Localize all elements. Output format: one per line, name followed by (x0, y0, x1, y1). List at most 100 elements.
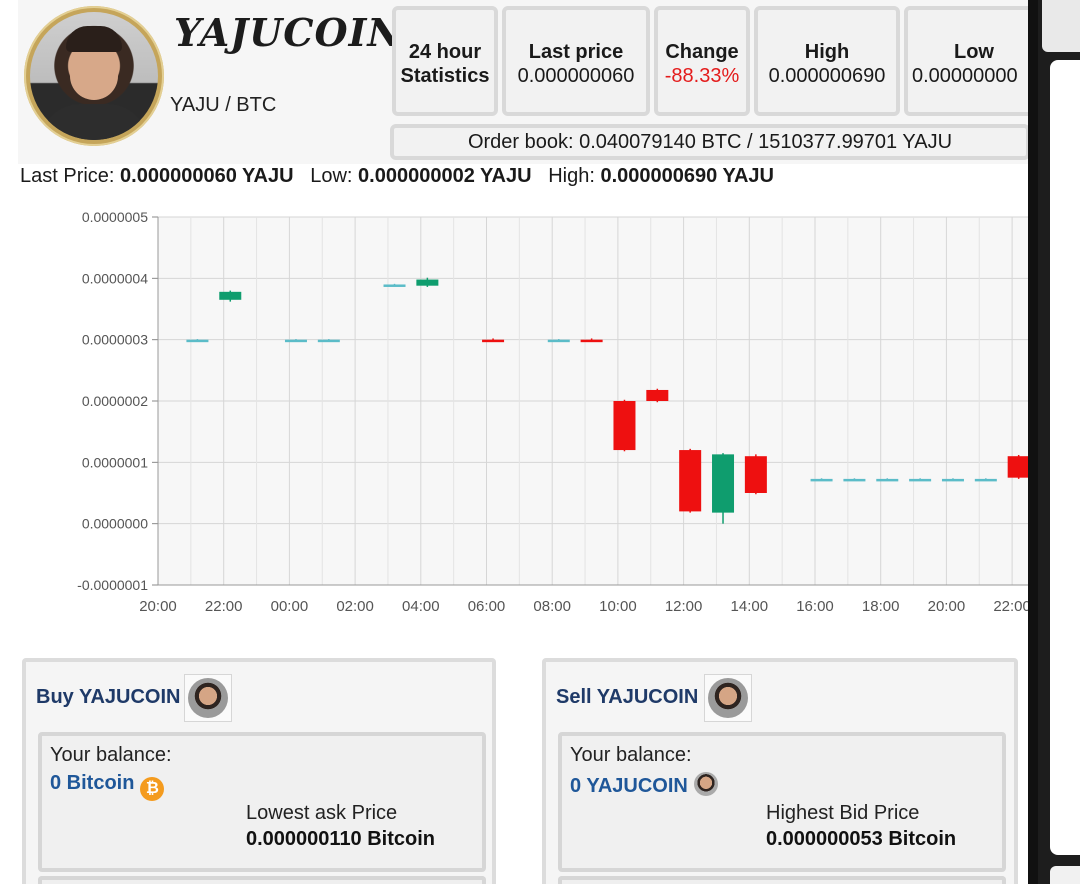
buy-coin-avatar (184, 674, 232, 722)
x-tick-label: 14:00 (731, 598, 769, 615)
bottom-tab-handle[interactable] (1050, 866, 1080, 884)
x-tick-label: 18:00 (862, 598, 900, 615)
lowest-ask-label: Lowest ask Price (246, 802, 398, 824)
candle-body (744, 456, 767, 493)
stat-change: Change -88.33% (654, 6, 750, 116)
x-tick-label: 22:00 (993, 598, 1028, 615)
sell-info-box: Your balance: 0 YAJUCOIN Highest Bid Pri… (558, 732, 1006, 872)
y-tick-label: 0.0000002 (82, 393, 148, 409)
x-tick-label: 04:00 (402, 598, 440, 615)
x-tick-label: 16:00 (796, 598, 834, 615)
sell-balance-value: 0 YAJUCOIN (570, 775, 688, 797)
side-pane (1050, 60, 1080, 855)
x-tick-label: 10:00 (599, 598, 637, 615)
lowest-ask-value: 0.000000110 Bitcoin (246, 828, 436, 850)
trading-pair: YAJU / BTC (170, 94, 277, 116)
last-price-label: Last Price: (20, 165, 115, 187)
sell-coin-avatar (704, 674, 752, 722)
y-tick-label: 0.0000005 (82, 209, 148, 225)
coin-avatar (24, 6, 164, 146)
x-tick-label: 22:00 (205, 598, 243, 615)
candle-body (810, 478, 833, 482)
stat-last-price-value: 0.000000060 (517, 65, 635, 87)
order-book-summary: Order book: 0.040079140 BTC / 1510377.99… (390, 124, 1030, 160)
stat-24h-value: Statistics (400, 65, 490, 87)
candle-body (547, 339, 570, 343)
low-label: Low: (310, 165, 353, 187)
sell-form-edge (558, 876, 1006, 884)
candle-body (580, 339, 603, 343)
buy-title: Buy YAJUCOIN (36, 686, 181, 708)
candle-body (416, 279, 439, 286)
y-tick-label: -0.0000001 (77, 577, 148, 593)
stat-last-price-label: Last price (528, 41, 624, 63)
x-tick-label: 02:00 (336, 598, 374, 615)
high-value: 0.000000690 YAJU (600, 165, 774, 187)
buy-panel: Buy YAJUCOIN Your balance: 0 Bitcoin ₿ Lo… (22, 658, 496, 884)
candle-body (219, 291, 242, 300)
x-tick-label: 20:00 (928, 598, 966, 615)
stat-high-label: High (804, 41, 850, 63)
highest-bid-value: 0.000000053 Bitcoin (766, 828, 957, 850)
buy-balance-label: Your balance: (50, 744, 172, 766)
price-summary: Last Price: 0.000000060 YAJU Low: 0.0000… (20, 165, 774, 188)
bitcoin-icon: ₿ (140, 777, 165, 801)
sell-title: Sell YAJUCOIN (556, 686, 699, 708)
coin-title: YAJUCOIN (174, 10, 404, 55)
high-label: High: (548, 165, 595, 187)
stat-high-value: 0.000000690 (768, 65, 886, 87)
price-chart[interactable]: 0.0000005 0.0000004 0.0000003 0.0000002 0.00… (18, 195, 1028, 635)
x-tick-label: 12:00 (665, 598, 703, 615)
top-tab-handle[interactable] (1042, 0, 1080, 52)
candle-body (876, 478, 899, 482)
stat-change-value: -88.33% (664, 65, 740, 87)
stat-24h-label: 24 hour (408, 41, 482, 63)
candle-body (843, 478, 866, 482)
candle-body (909, 478, 932, 482)
candle-body (482, 339, 505, 343)
stat-low: Low 0.00000000 (904, 6, 1044, 116)
highest-bid-label: Highest Bid Price (766, 802, 920, 824)
y-tick-label: 0.0000003 (82, 332, 148, 348)
low-value: 0.000000002 YAJU (358, 165, 532, 187)
last-price-value: 0.000000060 YAJU (120, 165, 294, 187)
candle-body (1007, 456, 1028, 478)
yajucoin-icon (693, 772, 718, 796)
buy-form-edge (38, 876, 486, 884)
x-tick-label: 00:00 (271, 598, 309, 615)
sell-balance-label: Your balance: (570, 744, 692, 766)
right-scroll-strip[interactable] (1028, 0, 1080, 884)
stat-last-price: Last price 0.000000060 (502, 6, 650, 116)
left-gutter (0, 0, 18, 884)
candle-body (712, 454, 735, 513)
y-tick-label: 0.0000001 (82, 454, 148, 470)
stat-24h: 24 hour Statistics (392, 6, 498, 116)
y-tick-label: 0.0000004 (82, 270, 148, 286)
coin-avatar-photo (30, 12, 158, 140)
candle-body (679, 450, 702, 512)
candle-body (186, 339, 209, 343)
x-tick-label: 20:00 (139, 598, 177, 615)
candle-body (646, 389, 669, 401)
candle-body (974, 478, 997, 482)
buy-balance-value: 0 Bitcoin (50, 772, 135, 794)
candle-body (613, 401, 636, 451)
candle-body (383, 284, 406, 287)
x-tick-label: 06:00 (468, 598, 506, 615)
candle-body (284, 339, 307, 343)
coin-header: YAJUCOIN YAJU / BTC 24 hour Statistics L… (18, 0, 1044, 164)
sell-panel: Sell YAJUCOIN Your balance: 0 YAJUCOIN H… (542, 658, 1018, 884)
buy-balance: 0 Bitcoin ₿ (50, 772, 165, 801)
stat-low-label: Low (954, 41, 994, 63)
y-tick-label: 0.0000000 (82, 516, 148, 532)
stat-low-value: 0.00000000 (912, 65, 1018, 87)
candlestick-chart[interactable]: 0.0000005 0.0000004 0.0000003 0.0000002 0.00… (18, 195, 1028, 635)
sell-balance: 0 YAJUCOIN (570, 772, 718, 798)
stat-change-label: Change (665, 41, 739, 63)
candle-body (317, 339, 340, 343)
stat-high: High 0.000000690 (754, 6, 900, 116)
candle-body (941, 478, 964, 482)
x-tick-label: 08:00 (533, 598, 571, 615)
buy-info-box: Your balance: 0 Bitcoin ₿ Lowest ask Pric… (38, 732, 486, 872)
